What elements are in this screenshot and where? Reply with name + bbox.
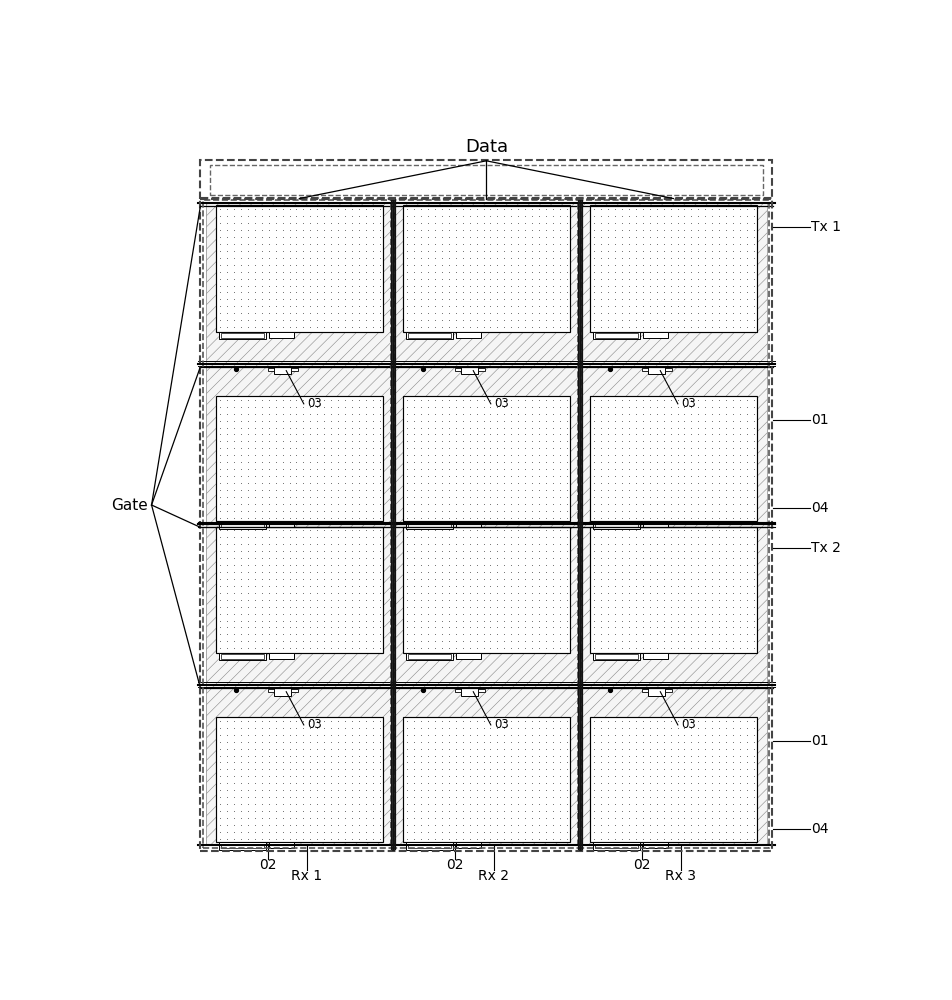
Bar (200, 198, 772, 851)
Text: 03: 03 (682, 718, 697, 731)
Bar (274, 367, 291, 374)
Bar (291, 689, 298, 692)
Bar (593, 332, 640, 339)
Bar (269, 653, 294, 659)
Bar (462, 688, 478, 696)
Bar (291, 368, 298, 371)
Bar (206, 524, 767, 845)
Bar (407, 844, 451, 848)
Bar (590, 717, 757, 842)
Bar (456, 842, 481, 848)
Bar (455, 368, 462, 371)
Bar (578, 200, 769, 848)
Bar (643, 689, 648, 692)
Text: 04: 04 (811, 501, 828, 515)
Text: Tx 2: Tx 2 (811, 541, 841, 555)
Bar (403, 205, 570, 332)
Bar (593, 521, 640, 529)
Text: 03: 03 (307, 397, 323, 410)
Bar (644, 332, 668, 338)
Bar (407, 842, 453, 850)
Bar (269, 842, 294, 848)
Text: 04: 04 (811, 822, 828, 836)
Bar (216, 205, 383, 332)
Bar (644, 521, 668, 527)
Text: 02: 02 (259, 858, 276, 872)
Text: Rx 3: Rx 3 (665, 869, 696, 883)
Bar (590, 527, 757, 653)
Bar (665, 689, 671, 692)
Bar (269, 521, 294, 527)
Bar (219, 653, 266, 660)
Bar (462, 367, 478, 374)
Bar (221, 333, 265, 338)
Bar (209, 165, 763, 195)
Bar (644, 842, 668, 848)
Text: Data: Data (465, 138, 508, 156)
Bar (274, 688, 291, 696)
Text: 03: 03 (495, 718, 509, 731)
Bar (216, 527, 383, 653)
Bar (595, 333, 639, 338)
Bar (407, 521, 453, 529)
Bar (590, 205, 757, 332)
Bar (665, 368, 671, 371)
Bar (595, 523, 639, 527)
Bar (268, 689, 274, 692)
Bar (595, 844, 639, 848)
Bar (595, 654, 639, 659)
Bar (219, 332, 266, 339)
Text: 01: 01 (811, 734, 828, 748)
Bar (403, 527, 570, 653)
Text: 02: 02 (446, 858, 464, 872)
Bar (216, 396, 383, 521)
Bar (456, 332, 481, 338)
Bar (403, 717, 570, 842)
Bar (407, 523, 451, 527)
Bar (407, 654, 451, 659)
Text: 03: 03 (682, 397, 697, 410)
Text: Rx 2: Rx 2 (478, 869, 509, 883)
Text: Rx 1: Rx 1 (291, 869, 323, 883)
Bar (643, 368, 648, 371)
Bar (269, 332, 294, 338)
Bar (648, 688, 665, 696)
Bar (268, 368, 274, 371)
Bar (219, 842, 266, 850)
Bar (593, 653, 640, 660)
Bar (593, 842, 640, 850)
Text: Gate: Gate (111, 497, 148, 512)
Bar (221, 654, 265, 659)
Text: 01: 01 (811, 413, 828, 427)
Bar (403, 396, 570, 521)
Text: 03: 03 (495, 397, 509, 410)
Bar (206, 203, 767, 524)
Bar (221, 844, 265, 848)
Bar (407, 332, 453, 339)
Bar (200, 160, 772, 199)
Bar (648, 367, 665, 374)
Bar (644, 653, 668, 659)
Text: Tx 1: Tx 1 (811, 220, 841, 234)
Text: 02: 02 (633, 858, 650, 872)
Bar (478, 368, 485, 371)
Bar (456, 521, 481, 527)
Text: 03: 03 (307, 718, 323, 731)
Bar (219, 521, 266, 529)
Bar (455, 689, 462, 692)
Bar (590, 396, 757, 521)
Bar (390, 200, 583, 848)
Bar (221, 523, 265, 527)
Bar (456, 653, 481, 659)
Bar (216, 717, 383, 842)
Bar (204, 200, 395, 848)
Bar (407, 333, 451, 338)
Bar (478, 689, 485, 692)
Bar (407, 653, 453, 660)
